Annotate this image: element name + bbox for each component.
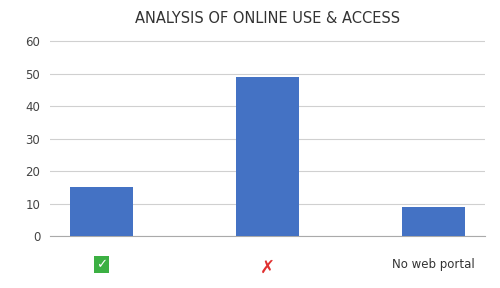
Bar	[236, 77, 299, 236]
Bar	[70, 187, 133, 236]
Title: ANALYSIS OF ONLINE USE & ACCESS: ANALYSIS OF ONLINE USE & ACCESS	[135, 12, 400, 26]
Text: ✗: ✗	[260, 258, 275, 276]
Text: ✓: ✓	[96, 258, 107, 271]
Bar	[402, 207, 465, 236]
Text: No web portal: No web portal	[392, 258, 475, 271]
